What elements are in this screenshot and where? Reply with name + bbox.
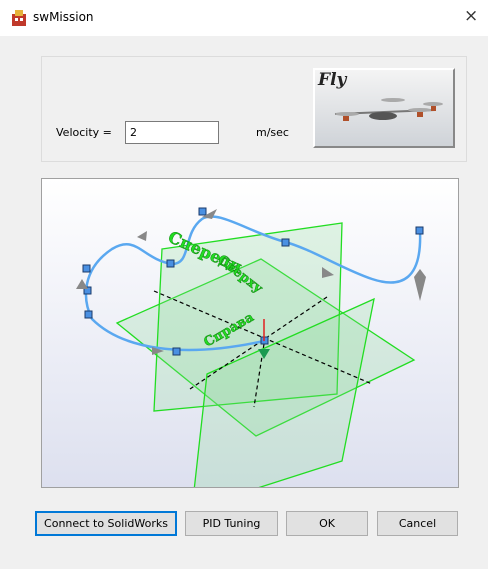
cancel-button[interactable]: Cancel [377,511,458,536]
app-icon [10,9,28,27]
model-drawing: Спереди Сверху Справа [42,179,458,487]
velocity-label: Velocity = [56,126,112,139]
pid-tuning-button[interactable]: PID Tuning [185,511,278,536]
drone-image [315,70,453,146]
fly-button[interactable]: Fly [313,68,455,148]
window-title: swMission [33,10,94,24]
title-bar: swMission × [0,0,488,36]
close-button[interactable]: × [464,6,478,26]
dialog-window: swMission × Velocity = m/sec Fly [0,0,488,569]
ok-button[interactable]: OK [286,511,368,536]
velocity-input[interactable] [125,121,219,144]
connect-button[interactable]: Connect to SolidWorks [35,511,177,536]
model-viewport[interactable]: Спереди Сверху Справа [41,178,459,488]
velocity-unit: m/sec [256,126,289,139]
